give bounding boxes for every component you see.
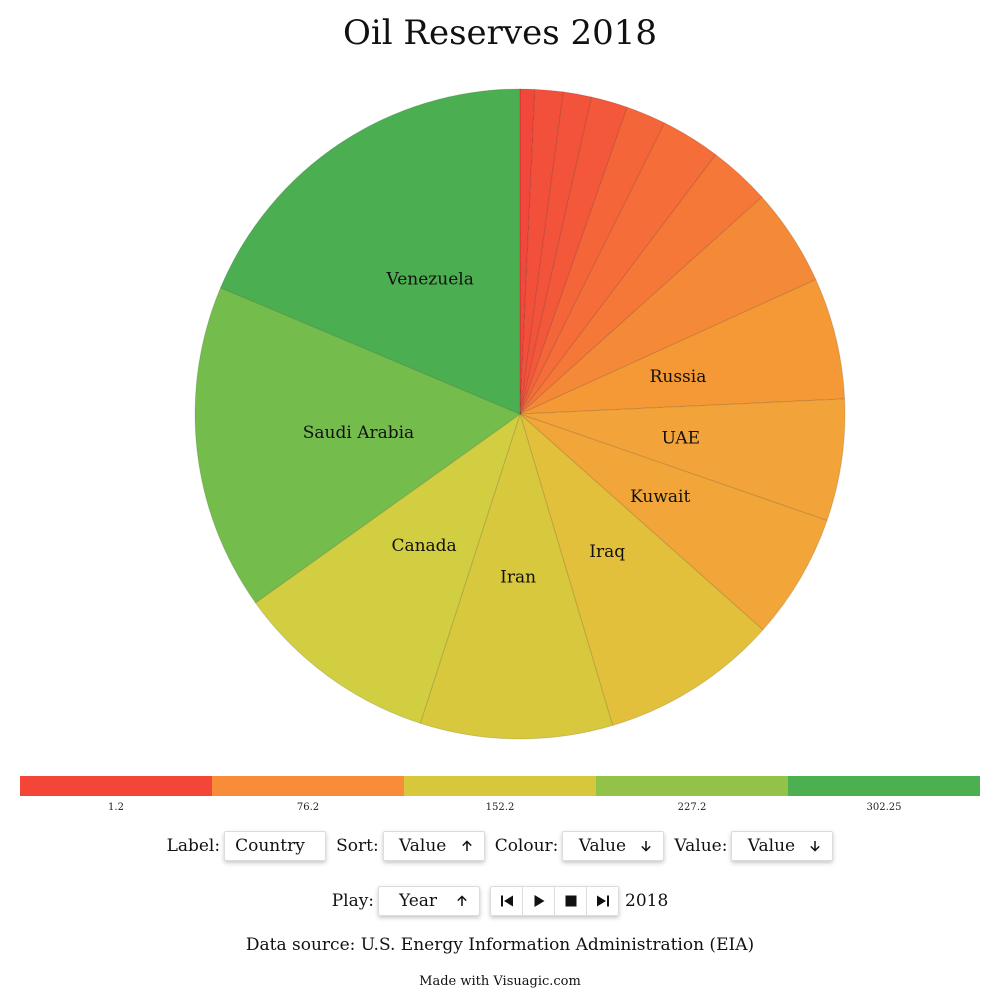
value-select-value: Value xyxy=(747,836,796,856)
skip-start-icon xyxy=(500,895,513,907)
label-select-value: Country xyxy=(235,836,305,856)
sort-select-value: Value xyxy=(399,836,447,856)
skip-end-button[interactable] xyxy=(587,887,619,915)
play-field-select[interactable]: Year xyxy=(378,886,481,916)
slice-label: Iran xyxy=(500,567,536,587)
label-caption: Label: xyxy=(166,836,221,856)
colour-caption: Colour: xyxy=(494,836,559,856)
arrow-down-icon[interactable] xyxy=(639,836,653,856)
pie-slice[interactable] xyxy=(519,196,817,415)
play-caption: Play: xyxy=(331,891,375,911)
pie-slice[interactable] xyxy=(519,398,846,522)
play-button[interactable] xyxy=(523,887,556,915)
pie-slice[interactable] xyxy=(419,412,614,740)
pie-slice[interactable] xyxy=(519,106,666,415)
legend-tick-label: 302.25 xyxy=(866,802,902,813)
skip-start-button[interactable] xyxy=(491,887,524,915)
slice-label: Russia xyxy=(650,367,707,387)
chart-title: Oil Reserves 2018 xyxy=(342,13,658,53)
sort-select[interactable]: Value xyxy=(382,831,485,861)
legend-segment xyxy=(212,776,404,796)
pie-chart: Russia UAE Kuwait Iraq Iran Canada Saudi Arabi… xyxy=(194,88,846,740)
pie-slice[interactable] xyxy=(519,122,717,415)
legend-segment xyxy=(788,776,980,796)
pie-slice[interactable] xyxy=(519,91,593,415)
pie-slice[interactable] xyxy=(519,153,763,415)
legend-segment xyxy=(596,776,788,796)
legend-tick-label: 76.2 xyxy=(296,802,320,813)
stop-icon xyxy=(565,895,577,907)
value-select[interactable]: Value xyxy=(731,831,834,861)
pie-slice[interactable] xyxy=(519,88,564,415)
play-field-value: Year xyxy=(398,891,438,911)
data-source-note: Data source: U.S. Energy Information Adm… xyxy=(245,935,755,955)
legend-segment xyxy=(404,776,596,796)
slice-label: Venezuela xyxy=(386,270,474,290)
play-icon xyxy=(534,895,545,907)
stop-button[interactable] xyxy=(555,887,588,915)
pie-slice[interactable] xyxy=(194,286,522,604)
label-select[interactable]: Country xyxy=(224,831,327,861)
pie-slice[interactable] xyxy=(219,88,521,415)
arrow-up-icon[interactable] xyxy=(460,836,474,856)
slice-label: Iraq xyxy=(589,542,625,562)
legend-tick-label: 1.2 xyxy=(108,802,124,813)
colour-select[interactable]: Value xyxy=(562,831,665,861)
skip-end-icon xyxy=(596,895,609,907)
legend-tick-label: 227.2 xyxy=(677,802,707,813)
pie-slice[interactable] xyxy=(519,96,628,415)
slice-label: UAE xyxy=(662,428,701,448)
pie-slice[interactable] xyxy=(254,412,521,724)
arrow-up-icon[interactable] xyxy=(455,891,469,911)
pie-slice[interactable] xyxy=(519,412,764,727)
slice-label: Saudi Arabia xyxy=(303,423,414,443)
pie-slice[interactable] xyxy=(519,88,536,415)
value-caption: Value: xyxy=(674,836,728,856)
pie-slice[interactable] xyxy=(519,278,846,415)
legend-tick-label: 152.2 xyxy=(485,802,515,813)
current-year: 2018 xyxy=(625,891,669,911)
made-with-link[interactable]: Made with Visuagic.com xyxy=(419,974,581,989)
slice-label: Kuwait xyxy=(630,487,690,507)
sort-caption: Sort: xyxy=(336,836,379,856)
legend-segment xyxy=(20,776,212,796)
pie-slice[interactable] xyxy=(519,413,828,631)
playback-controls xyxy=(490,886,620,916)
play-row: Play: Year 2018 xyxy=(0,886,1000,916)
slice-label: Canada xyxy=(391,536,456,556)
options-row: Label: Country Sort: Value Colour: Value… xyxy=(0,831,1000,861)
colour-legend xyxy=(20,776,980,796)
colour-select-value: Value xyxy=(578,836,627,856)
arrow-down-icon[interactable] xyxy=(808,836,822,856)
